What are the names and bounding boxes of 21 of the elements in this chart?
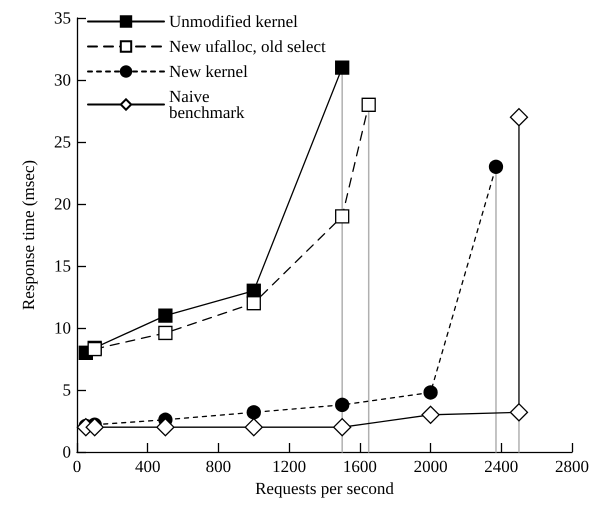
x-tick-label: 1200 [272,457,306,476]
x-tick-label: 800 [206,457,232,476]
y-tick-label: 0 [62,442,71,462]
y-axis-title: Response time (msec) [19,160,38,310]
y-tick-label: 35 [54,8,71,28]
legend-label: New kernel [169,62,248,81]
x-axis-title: Requests per second [255,479,394,498]
x-tick-label: 400 [134,457,160,476]
y-tick-label: 5 [62,380,71,400]
x-tick-label: 2000 [414,457,448,476]
legend-label: New ufalloc, old select [169,37,326,56]
x-tick-label: 2800 [555,457,589,476]
y-tick-label: 20 [54,194,71,214]
y-tick-label: 15 [54,256,71,276]
y-tick-label: 30 [54,70,71,90]
x-tick-label: 2400 [484,457,518,476]
y-tick-label: 25 [54,132,71,152]
y-tick-label: 10 [54,318,71,338]
legend-label: Unmodified kernel [169,12,298,31]
x-tick-label: 1600 [342,457,377,476]
legend-label: Naive benchmark [169,87,246,122]
